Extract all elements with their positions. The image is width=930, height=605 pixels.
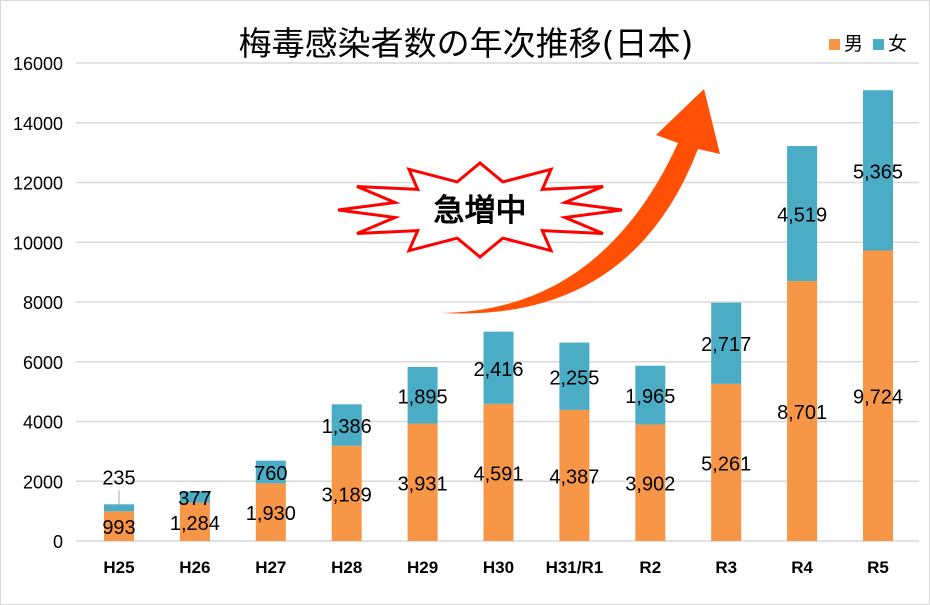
data-label: 4,591	[473, 463, 523, 485]
bar-female	[407, 366, 438, 424]
data-label: 377	[178, 488, 211, 510]
data-label: 4,519	[777, 205, 827, 227]
data-label: 1,930	[246, 503, 296, 525]
y-tick-label: 10000	[13, 233, 63, 253]
data-label: 760	[254, 463, 287, 485]
data-label: 2,416	[473, 359, 523, 381]
bar-female	[483, 331, 514, 404]
x-tick-label: H26	[179, 558, 210, 577]
data-label: 235	[102, 467, 135, 489]
annotation-text: 急増中	[434, 193, 527, 229]
bar-male	[559, 409, 590, 541]
x-tick-label: H30	[483, 558, 514, 577]
bar-female	[559, 342, 590, 410]
x-tick-label: R2	[639, 558, 661, 577]
data-label: 1,386	[322, 416, 372, 438]
bar-female	[331, 404, 362, 446]
y-tick-label: 12000	[13, 174, 63, 194]
burst-shape	[337, 161, 623, 259]
bar-male	[179, 502, 210, 541]
legend-item-female: 女	[872, 29, 907, 56]
data-label: 4,387	[549, 466, 599, 488]
data-label: 3,902	[625, 474, 675, 496]
x-tick-label: H27	[255, 558, 286, 577]
bar-female	[179, 491, 210, 503]
data-label: 5,365	[853, 161, 903, 183]
data-label: 1,965	[625, 386, 675, 408]
bar-female	[787, 146, 818, 282]
bar-male	[331, 445, 362, 541]
legend-swatch	[872, 39, 884, 50]
data-label: 1,284	[170, 513, 220, 535]
legend: 男 女	[828, 29, 907, 56]
chart-title: 梅毒感染者数の年次推移(日本)	[238, 24, 694, 63]
legend-label: 女	[887, 33, 907, 55]
bar-female	[635, 365, 666, 425]
data-label: 5,261	[701, 453, 751, 475]
bar-male	[407, 423, 438, 541]
x-tick-label: R5	[867, 558, 889, 577]
x-tick-label: R4	[791, 558, 813, 577]
y-tick-label: 0	[53, 532, 63, 552]
data-label: 2,255	[549, 367, 599, 389]
data-label: 993	[102, 517, 135, 539]
x-tick-label: H31/R1	[546, 558, 604, 577]
trend-arrow-icon	[441, 89, 720, 314]
legend-item-male: 男	[828, 29, 863, 56]
bar-female	[255, 460, 286, 484]
y-tick-label: 8000	[23, 293, 63, 313]
bar-male	[104, 511, 134, 541]
bar-male	[711, 383, 742, 541]
y-tick-label: 4000	[23, 413, 63, 433]
y-tick-label: 2000	[23, 472, 63, 492]
x-tick-label: H25	[103, 558, 134, 577]
bar-male	[863, 250, 893, 542]
bar-female	[711, 302, 742, 384]
data-label: 8,701	[777, 402, 827, 424]
y-tick-label: 6000	[23, 353, 63, 373]
y-tick-label: 14000	[13, 114, 63, 134]
bar-female	[104, 504, 134, 512]
x-tick-label: H29	[407, 558, 438, 577]
data-label: 2,717	[701, 334, 751, 356]
data-label: 9,724	[853, 387, 903, 409]
legend-swatch	[828, 39, 840, 50]
x-tick-label: R3	[715, 558, 737, 577]
data-label: 1,895	[398, 386, 448, 408]
data-label: 3,189	[322, 484, 372, 506]
data-label: 3,931	[398, 473, 448, 495]
legend-label: 男	[843, 33, 863, 55]
bar-male	[635, 424, 666, 541]
bar-male	[255, 483, 286, 541]
bar-male	[787, 281, 818, 541]
x-tick-label: H28	[331, 558, 362, 577]
bar-male	[483, 403, 514, 541]
bar-female	[863, 90, 893, 251]
y-tick-label: 16000	[13, 54, 63, 74]
